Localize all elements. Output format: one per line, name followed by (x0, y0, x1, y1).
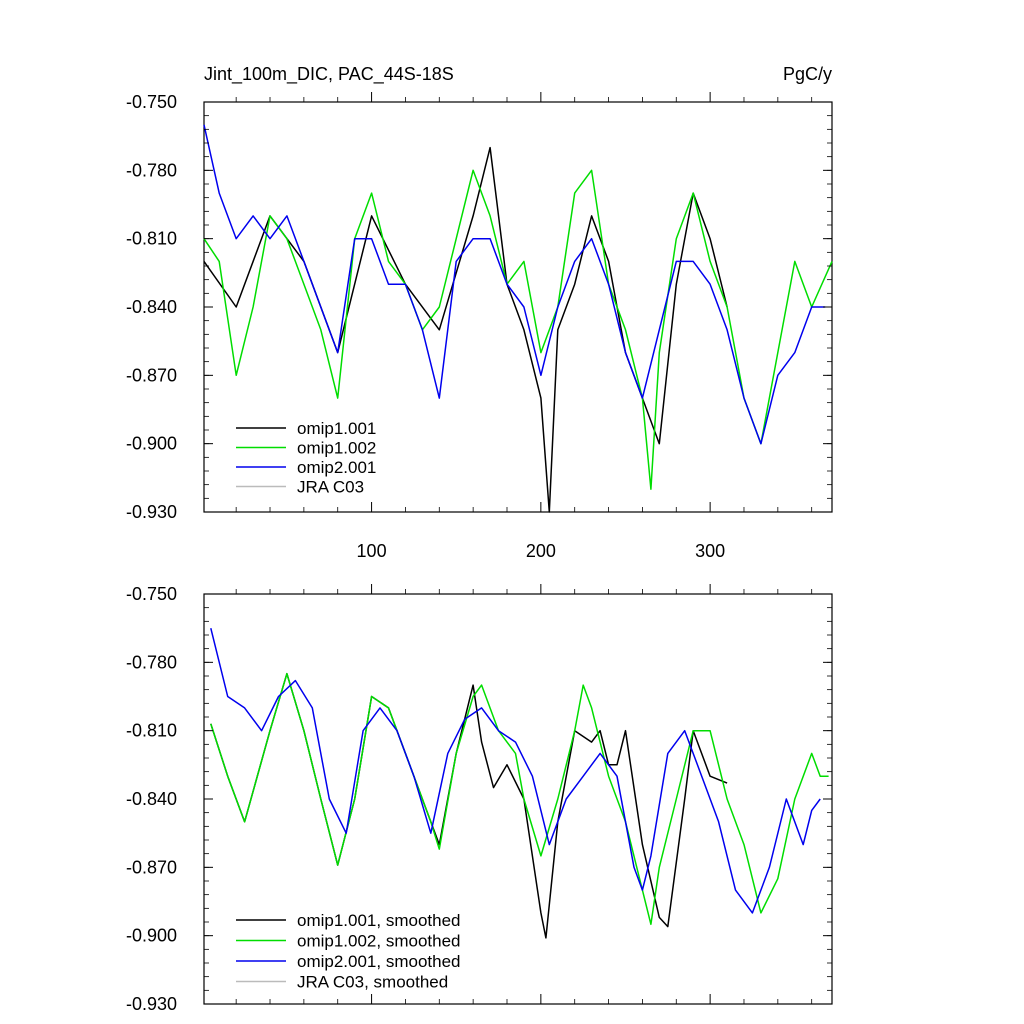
legend-label: omip1.002, smoothed (297, 932, 461, 951)
y-tick-label: -0.930 (126, 994, 177, 1014)
legend-label: omip2.001 (297, 458, 376, 477)
series-line-2 (210, 628, 821, 914)
bottom-series-layer (210, 628, 829, 939)
y-tick-label: -0.870 (126, 857, 177, 877)
y-tick-label: -0.840 (126, 789, 177, 809)
series-line-1 (210, 672, 829, 926)
legend-label: omip1.002 (297, 439, 376, 458)
legend-label: omip2.001, smoothed (297, 952, 461, 971)
legend-label: JRA C03 (297, 478, 364, 497)
y-tick-label: -0.780 (126, 160, 177, 180)
bottom-tick-layer: -0.750 -0.780 -0.810 -0.840 -0.870 -0.900 -0.9… (126, 584, 832, 1014)
x-tick-label: 200 (526, 541, 556, 561)
top-series-layer (203, 124, 833, 513)
y-tick-label: -0.900 (126, 434, 177, 454)
series-line-1 (203, 169, 833, 490)
y-tick-label: -0.930 (126, 502, 177, 522)
bottom-panel: -0.750 -0.780 -0.810 -0.840 -0.870 -0.900 -0.9… (126, 584, 833, 1014)
series-line-0 (210, 672, 728, 939)
y-tick-label: -0.870 (126, 365, 177, 385)
top-panel-title: Jint_100m_DIC, PAC_44S-18S (204, 64, 454, 85)
x-tick-label: 300 (695, 541, 725, 561)
top-panel: Jint_100m_DIC, PAC_44S-18S PgC/y -0.750-… (126, 64, 833, 561)
series-line-2 (203, 124, 826, 445)
top-tick-layer: -0.750 -0.780 -0.810 -0.840 -0.870 -0.900 -0.9… (126, 92, 832, 561)
y-tick-label: -0.780 (126, 652, 177, 672)
y-tick-label: -0.750 (126, 584, 177, 604)
x-tick-label: 100 (357, 541, 387, 561)
legend-label: omip1.001, smoothed (297, 911, 461, 930)
y-tick-label: -0.810 (126, 229, 177, 249)
legend-label: omip1.001 (297, 419, 376, 438)
y-tick-label: -0.750 (126, 92, 177, 112)
bottom-legend: omip1.001, smoothed omip1.002, smoothedom… (236, 911, 461, 992)
y-tick-label: -0.810 (126, 721, 177, 741)
y-tick-label: -0.900 (126, 926, 177, 946)
y-tick-label: -0.840 (126, 297, 177, 317)
legend-label: JRA C03, smoothed (297, 973, 448, 992)
top-panel-units: PgC/y (783, 64, 832, 84)
